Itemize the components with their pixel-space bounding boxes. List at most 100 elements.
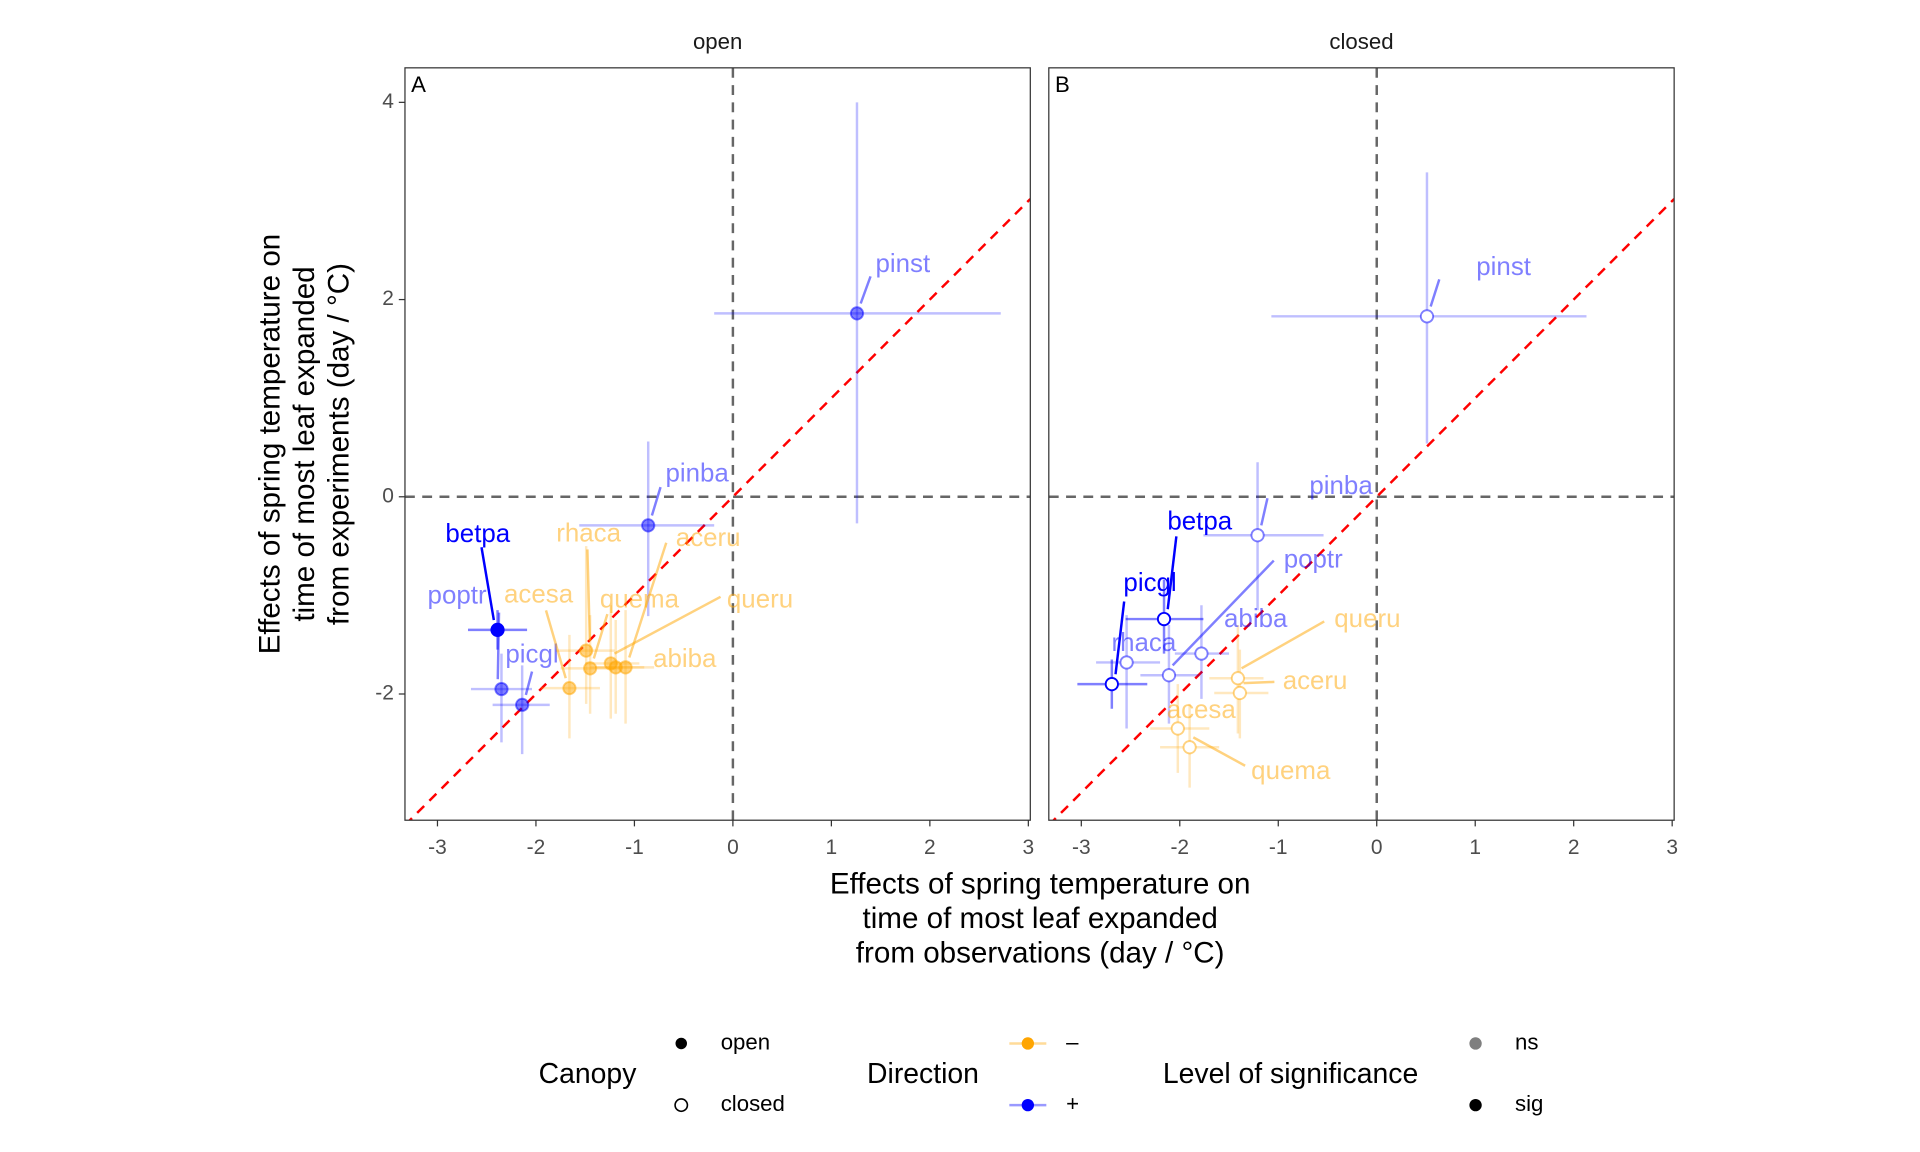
x-tick-label: -1 [1269, 836, 1288, 859]
point [1194, 646, 1209, 661]
x-tick-label: 1 [826, 836, 838, 859]
label-leader [1192, 736, 1246, 767]
x-axis-title: from observations (day / °C) [856, 936, 1225, 969]
point [494, 681, 509, 697]
point [515, 697, 530, 712]
point-label: poptr [1284, 545, 1343, 573]
point [1232, 685, 1247, 701]
point-label: aceru [1283, 667, 1348, 695]
strip-title: open [693, 29, 742, 54]
point-label: rhaca [1111, 629, 1176, 657]
point [849, 306, 865, 321]
point [579, 643, 594, 658]
legend-key [1469, 1037, 1482, 1050]
strip-title: closed [1329, 29, 1393, 54]
x-axis-title: Effects of spring temperature on [830, 867, 1251, 900]
legend-label: sig [1515, 1091, 1543, 1116]
point-label: betpa [445, 520, 510, 548]
point-label: queru [1334, 605, 1400, 633]
point [1156, 611, 1172, 627]
panel-tag: B [1055, 72, 1070, 97]
point-label: pinba [1309, 472, 1373, 500]
point-label: abiba [1224, 605, 1288, 633]
point [1230, 671, 1245, 686]
y-tick-label: 4 [382, 90, 394, 113]
legend-title: Level of significance [1163, 1058, 1418, 1090]
point [1250, 528, 1265, 543]
x-tick-label: 2 [1568, 836, 1580, 859]
x-tick-label: 0 [727, 836, 739, 859]
legend-label: open [721, 1029, 770, 1054]
label-leader [1171, 559, 1275, 667]
point-label: poptr [428, 581, 487, 609]
label-leader [480, 547, 496, 621]
point [1170, 721, 1185, 736]
legend-label: ns [1515, 1029, 1538, 1054]
panel-border [1048, 67, 1675, 821]
label-leader [859, 275, 872, 304]
x-tick-label: -1 [625, 836, 644, 859]
point [1119, 655, 1134, 670]
legend-key [1021, 1037, 1035, 1050]
panel-tag: A [411, 72, 426, 97]
point [583, 661, 598, 676]
point [1419, 309, 1435, 324]
x-tick-label: -3 [428, 836, 447, 859]
legend-label: closed [721, 1091, 785, 1116]
legend-key [675, 1037, 687, 1050]
point-label: picgl [1123, 569, 1176, 597]
point-label: picgl [505, 640, 558, 668]
legend-key [674, 1098, 689, 1113]
legend-key [1021, 1098, 1035, 1112]
identity-line [1051, 198, 1675, 821]
x-tick-label: 2 [924, 836, 936, 859]
point [1104, 677, 1119, 692]
label-leader [1260, 497, 1269, 526]
point-label: quema [600, 585, 680, 613]
point-label: acesa [1167, 696, 1237, 724]
point-label: acesa [504, 580, 574, 608]
label-leader [544, 610, 567, 679]
point [608, 660, 623, 675]
point-label: betpa [1167, 508, 1232, 536]
legend-label: – [1066, 1029, 1079, 1054]
point [641, 518, 656, 533]
x-tick-label: -2 [1170, 836, 1189, 859]
label-leader [586, 549, 592, 641]
label-leader [613, 595, 722, 655]
label-leader [628, 542, 668, 658]
point [1182, 740, 1197, 755]
y-tick-label: 2 [382, 287, 394, 310]
point-label: rhaca [556, 520, 621, 548]
panel [404, 67, 1031, 821]
point-label: queru [727, 585, 793, 613]
label-leader [650, 486, 662, 516]
label-leader [524, 671, 534, 696]
x-tick-label: -2 [527, 836, 546, 859]
panel-border [404, 67, 1031, 821]
x-axis-title: time of most leaf expanded [863, 902, 1218, 935]
y-tick-label: -2 [375, 682, 394, 705]
x-tick-label: 3 [1666, 836, 1678, 859]
identity-line [408, 198, 1031, 821]
y-axis-title: time of most leaf expanded [288, 266, 321, 621]
point-label: aceru [676, 524, 741, 552]
label-leader [496, 612, 501, 680]
point-label: pinst [875, 250, 930, 278]
x-tick-label: 0 [1371, 836, 1383, 859]
legend-title: Direction [867, 1058, 979, 1090]
point [562, 680, 577, 696]
label-leader [1114, 601, 1126, 675]
x-tick-label: 3 [1023, 836, 1035, 859]
point-label: pinba [665, 460, 729, 488]
legend-label: + [1066, 1091, 1079, 1116]
x-tick-label: 1 [1469, 836, 1481, 859]
x-tick-label: -3 [1072, 836, 1091, 859]
point-label: pinst [1476, 253, 1531, 281]
point-label: abiba [653, 645, 717, 673]
y-axis-title: from experiments (day / °C) [323, 263, 356, 625]
point-label: quema [1251, 757, 1331, 785]
label-leader [592, 613, 609, 659]
